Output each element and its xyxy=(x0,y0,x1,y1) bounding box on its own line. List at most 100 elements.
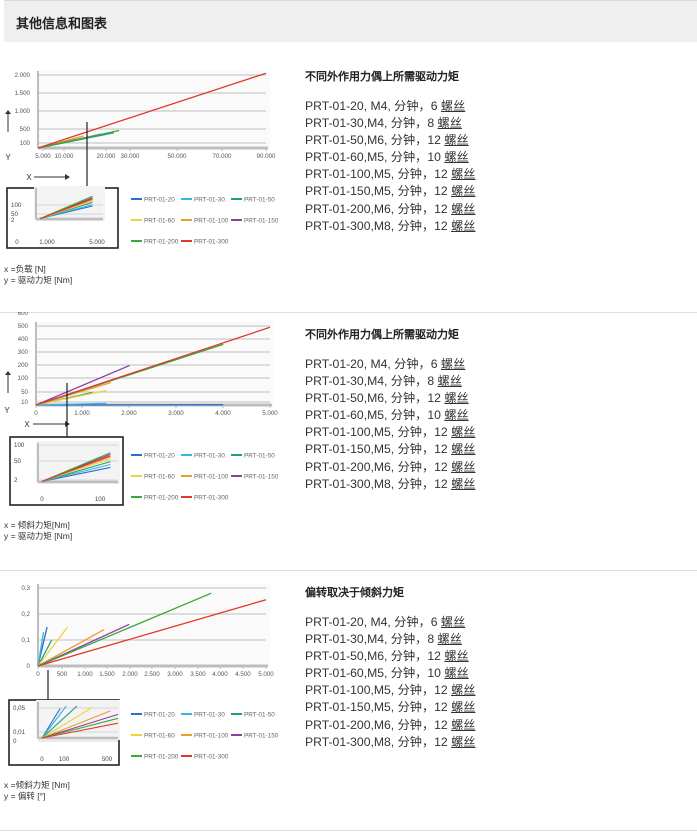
screw-link[interactable]: 螺丝 xyxy=(451,476,476,491)
screw-link[interactable]: 螺丝 xyxy=(451,425,476,440)
inset-y-tick-label: 2 xyxy=(14,477,18,484)
series-line-prt-01-300 xyxy=(37,599,267,667)
y-axis-note: y = 偏转 [°] xyxy=(4,791,46,801)
screw-link[interactable]: 螺丝 xyxy=(437,632,462,647)
info-panel-3: 偏转取决于倾斜力矩 PRT-01-20, M4, 分钟，6 螺丝 PRT-01-3… xyxy=(305,584,475,751)
spec-text: PRT-01-100,M5, 分钟，12 xyxy=(305,167,452,182)
spec-text: PRT-01-300,M8, 分钟，12 xyxy=(305,734,452,749)
screw-link[interactable]: 螺丝 xyxy=(451,459,476,474)
y-tick-label: 100 xyxy=(18,375,29,382)
screw-link[interactable]: 螺丝 xyxy=(451,184,476,199)
screw-link[interactable]: 螺丝 xyxy=(444,408,469,423)
spec-line: PRT-01-30,M4, 分钟，8 螺丝 xyxy=(305,631,475,648)
screw-link[interactable]: 螺丝 xyxy=(451,717,476,732)
screw-link[interactable]: 螺丝 xyxy=(451,442,476,457)
spec-text: PRT-01-200,M6, 分钟，12 xyxy=(305,201,452,216)
x-tick-label: 5.000 xyxy=(262,410,278,417)
y-tick-label: 0,3 xyxy=(21,585,30,592)
spec-text: PRT-01-60,M5, 分钟，10 xyxy=(305,666,445,681)
spec-line: PRT-01-100,M5, 分钟，12 螺丝 xyxy=(305,424,475,441)
legend-label: PRT-01-30 xyxy=(194,196,225,203)
legend-label: PRT-01-50 xyxy=(244,196,275,203)
y-tick-label: 0,2 xyxy=(21,611,30,618)
series-line-prt-01-60 xyxy=(37,626,69,667)
inset-y-tick-label: 100 xyxy=(11,202,22,209)
info-panel-1: 不同外作用力偶上所需驱动力矩 PRT-01-20, M4, 分钟，6 螺丝 PRT… xyxy=(305,68,475,235)
x-tick-label: 2.500 xyxy=(144,671,160,678)
screw-link[interactable]: 螺丝 xyxy=(437,374,462,389)
screw-link[interactable]: 螺丝 xyxy=(444,391,469,406)
inset-x-tick-label: 5.000 xyxy=(89,239,105,246)
series-line-prt-01-60 xyxy=(35,389,107,406)
inset-y-tick-label: 0,01 xyxy=(13,729,26,736)
screw-link[interactable]: 螺丝 xyxy=(440,99,466,113)
inset-y-tick-label: 2 xyxy=(11,217,15,224)
spec-text: PRT-01-150,M5, 分钟，12 xyxy=(305,184,452,199)
spec-text: PRT-01-200,M6, 分钟，12 xyxy=(305,459,452,474)
screw-link[interactable]: 螺丝 xyxy=(437,116,462,131)
info-panel-2: 不同外作用力偶上所需驱动力矩 PRT-01-20, M4, 分钟，6 螺丝 PRT… xyxy=(305,326,475,493)
legend-label: PRT-01-100 xyxy=(194,732,229,739)
spec-line: PRT-01-20, M4, 分钟，6 螺丝 xyxy=(305,614,475,631)
inset-series-line-prt-01-50 xyxy=(41,705,78,739)
screw-link[interactable]: 螺丝 xyxy=(444,666,469,681)
spec-line: PRT-01-100,M5, 分钟，12 螺丝 xyxy=(305,166,475,183)
inset-plot-area xyxy=(34,186,105,221)
legend-label: PRT-01-50 xyxy=(244,452,275,459)
x-tick-label: 1.000 xyxy=(74,410,90,417)
x-tick-label: 0 xyxy=(34,410,38,417)
x-tick-label: 0 xyxy=(36,671,40,678)
spec-line: PRT-01-300,M8, 分钟，12 螺丝 xyxy=(305,476,475,493)
spec-text: PRT-01-300,M8, 分钟，12 xyxy=(305,476,452,491)
x-tick-label: 3.000 xyxy=(168,410,184,417)
spec-line: PRT-01-20, M4, 分钟，6 螺丝 xyxy=(305,98,475,115)
x-tick-label: 1.000 xyxy=(77,671,93,678)
series-line-prt-01-150 xyxy=(35,364,130,406)
series-line-prt-01-30 xyxy=(37,632,45,667)
legend-label: PRT-01-20 xyxy=(144,711,175,718)
inset-y-tick-label: 50 xyxy=(11,211,18,218)
y-tick-label: 400 xyxy=(18,336,29,343)
spec-line: PRT-01-300,M8, 分钟，12 螺丝 xyxy=(305,218,475,235)
y-tick-label: 2.000 xyxy=(15,72,31,79)
y-tick-label: 1.000 xyxy=(15,108,31,115)
screw-link[interactable]: 螺丝 xyxy=(444,649,469,664)
screw-link[interactable]: 螺丝 xyxy=(451,734,476,749)
x-tick-label: 70.000 xyxy=(213,153,232,160)
screw-link[interactable]: 螺丝 xyxy=(444,133,469,148)
x-axis-label: X xyxy=(24,420,30,429)
y-tick-label: 1.500 xyxy=(15,90,31,97)
y-tick-label: 0 xyxy=(27,663,31,670)
inset-series-line-prt-01-300 xyxy=(41,455,111,482)
y-tick-label: 500 xyxy=(20,126,31,133)
spec-text: PRT-01-30,M4, 分钟，8 xyxy=(305,374,438,389)
screw-link[interactable]: 螺丝 xyxy=(451,700,476,715)
inset-x-tick-label: 1.000 xyxy=(39,239,55,246)
x-tick-label: 2.000 xyxy=(121,410,137,417)
screw-link[interactable]: 螺丝 xyxy=(451,683,476,698)
screw-link[interactable]: 螺丝 xyxy=(444,150,469,165)
spec-line: PRT-01-50,M6, 分钟，12 螺丝 xyxy=(305,648,475,665)
inset-series-line-prt-01-300 xyxy=(41,722,119,739)
inset-x-tick-label: 0 xyxy=(40,496,44,503)
x-axis-note: x = 倾斜力矩[Nm] xyxy=(4,520,70,530)
spec-text: PRT-01-100,M5, 分钟，12 xyxy=(305,425,452,440)
plot-area xyxy=(38,584,270,666)
series-line-prt-01-300 xyxy=(37,72,267,149)
series-line-prt-01-100 xyxy=(37,629,105,667)
screw-link[interactable]: 螺丝 xyxy=(451,218,476,233)
legend-label: PRT-01-30 xyxy=(194,452,225,459)
x-tick-label: 50.000 xyxy=(168,153,187,160)
spec-line: PRT-01-200,M6, 分钟，12 螺丝 xyxy=(305,201,475,218)
screw-link[interactable]: 螺丝 xyxy=(451,201,476,216)
y-arrow-head-icon xyxy=(5,110,11,114)
screw-link[interactable]: 螺丝 xyxy=(440,615,466,629)
screw-link[interactable]: 螺丝 xyxy=(440,357,466,371)
x-arrow-head-icon xyxy=(65,174,70,180)
y-tick-label: 100 xyxy=(20,140,31,147)
inset-x-tick-label: 0 xyxy=(15,239,19,246)
screw-link[interactable]: 螺丝 xyxy=(451,167,476,182)
inset-series-line-prt-01-150 xyxy=(41,713,119,739)
spec-line: PRT-01-100,M5, 分钟，12 螺丝 xyxy=(305,682,475,699)
x-tick-label: 500 xyxy=(57,671,68,678)
